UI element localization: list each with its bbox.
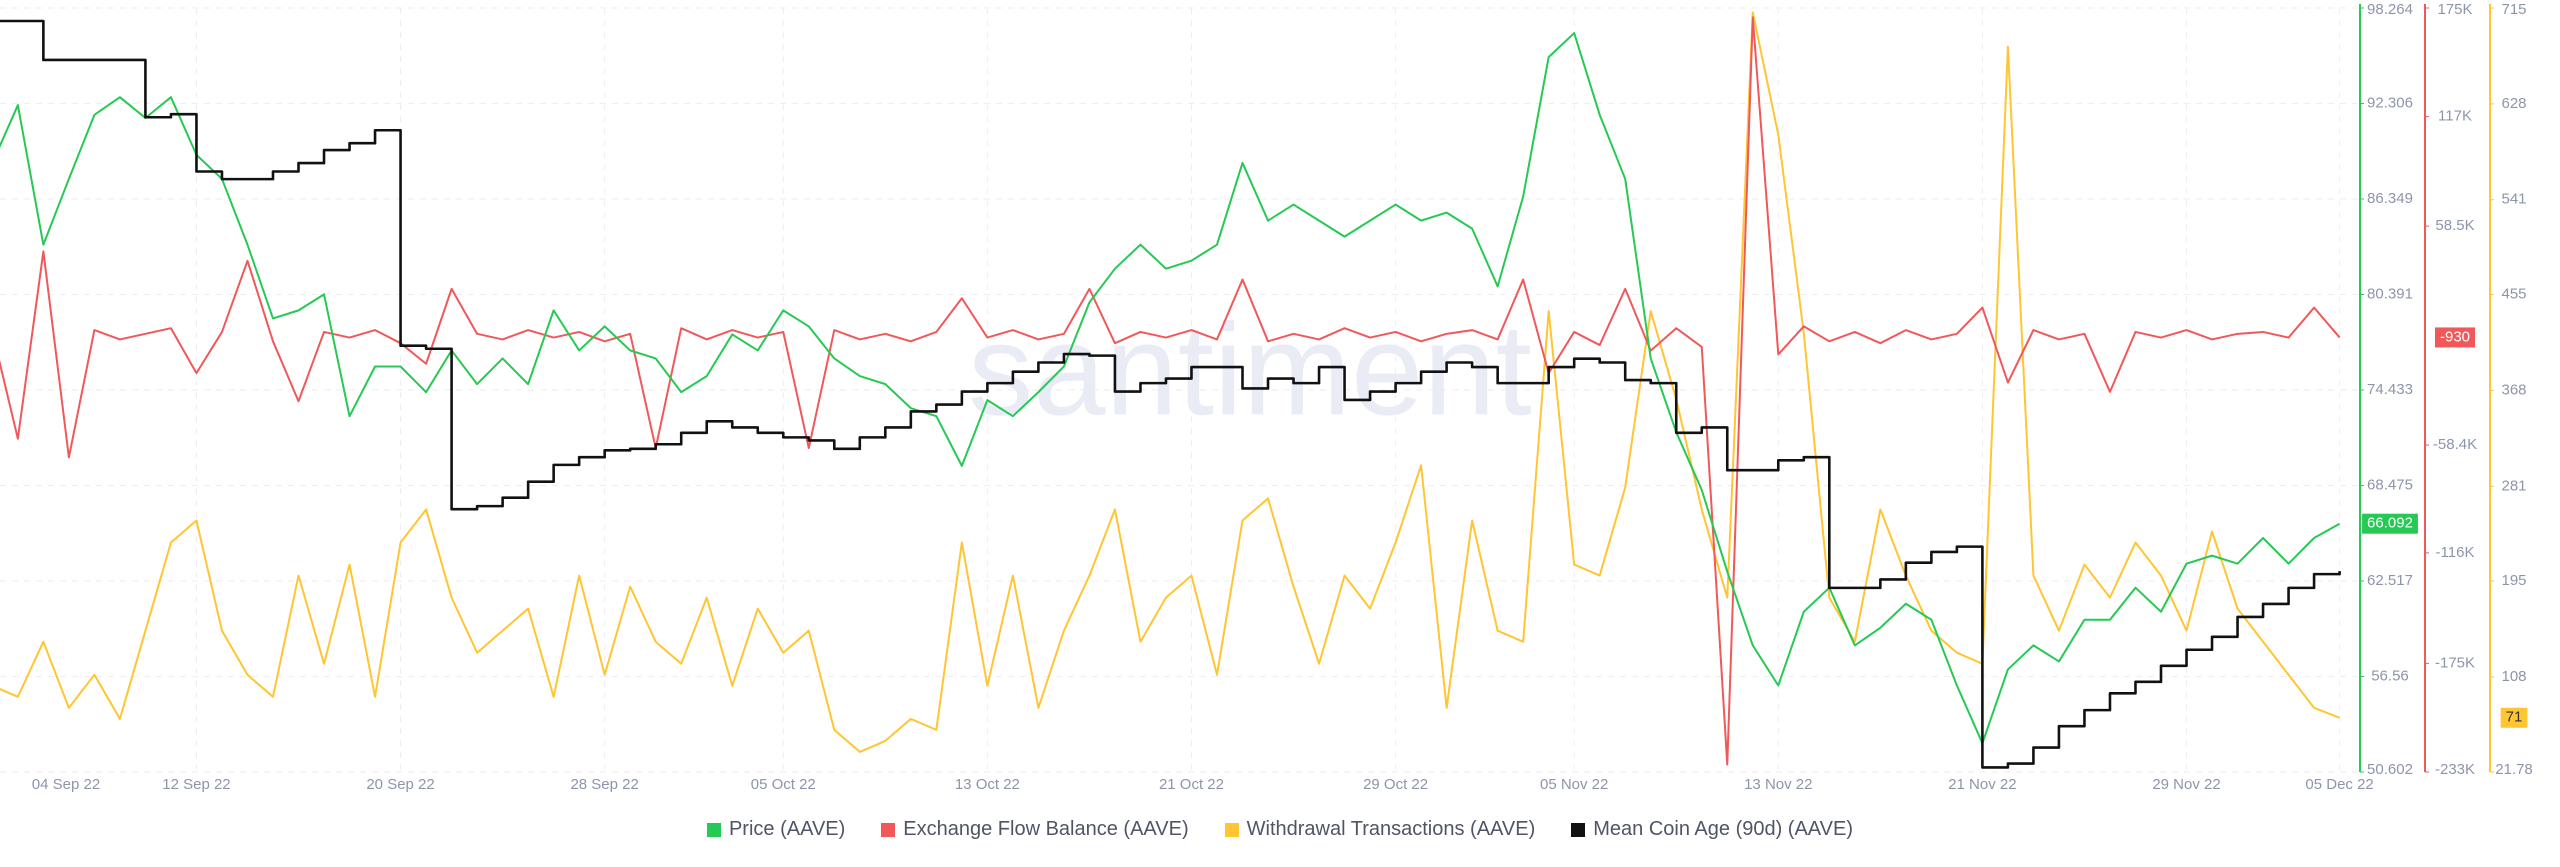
x-tick-label: 21 Nov 22 (1948, 776, 2016, 793)
legend-item: Mean Coin Age (90d) (AAVE) (1571, 818, 1853, 841)
x-tick-label: 20 Sep 22 (366, 776, 434, 793)
y-tick-label: 715 (2501, 1, 2526, 18)
chart: santiment 04 Sep 22 12 Sep 22 20 Sep 22 28 … (0, 1, 2533, 793)
legend-item: Price (AAVE) (706, 818, 846, 841)
series-line (0, 32, 2341, 745)
y-tick-label: 86.349 (2367, 190, 2413, 207)
x-tick-label: 29 Nov 22 (2152, 776, 2220, 793)
y-tick-label: 92.306 (2367, 94, 2413, 111)
y-tick-label: -233K (2435, 761, 2475, 778)
legend-swatch (706, 822, 721, 837)
y-tick-label: 56.56 (2371, 667, 2409, 684)
y-tick-label: 175K (2437, 1, 2472, 18)
series-line (0, 16, 2341, 766)
y-tick-label: 195 (2501, 572, 2526, 589)
y-tick-label: 80.391 (2367, 285, 2413, 302)
x-tick-label: 13 Oct 22 (955, 776, 1020, 793)
y-tick-label: 368 (2501, 381, 2526, 398)
legend-item: Withdrawal Transactions (AAVE) (1224, 818, 1536, 841)
y-tick-label: -175K (2435, 654, 2475, 671)
y-tick-label: -58.4K (2433, 436, 2477, 453)
y-tick-label: 21.78 (2495, 761, 2533, 778)
value-label: -930 (2440, 328, 2470, 345)
value-label: 66.092 (2367, 515, 2413, 532)
x-tick-label: 04 Sep 22 (32, 776, 100, 793)
plot-area (0, 11, 2341, 769)
value-badge (2362, 513, 2418, 534)
x-tick-label: 12 Sep 22 (162, 776, 230, 793)
y-tick-label: 108 (2501, 668, 2526, 685)
y-tick-label: 281 (2501, 477, 2526, 494)
y-tick-label: 455 (2501, 286, 2526, 303)
y-tick-label: 74.433 (2367, 381, 2413, 398)
legend-label: Price (AAVE) (728, 818, 846, 840)
legend-label: Withdrawal Transactions (AAVE) (1246, 818, 1536, 840)
legend-swatch (1224, 822, 1239, 837)
y-tick-label: 98.264 (2367, 1, 2413, 18)
legend-label: Exchange Flow Balance (AAVE) (903, 818, 1189, 840)
value-badge (2434, 327, 2476, 348)
x-tick-label: 13 Nov 22 (1744, 776, 1812, 793)
x-tick-label: 05 Dec 22 (2305, 776, 2373, 793)
legend: Price (AAVE) Exchange Flow Balance (AAVE)… (0, 818, 2560, 841)
value-label: 71 (2506, 709, 2523, 726)
y-tick-label: 541 (2501, 191, 2526, 208)
y-tick-label: 58.5K (2435, 217, 2474, 234)
series-line (0, 11, 2340, 753)
y-tick-label: 628 (2501, 95, 2526, 112)
x-tick-label: 21 Oct 22 (1159, 776, 1224, 793)
x-tick-label: 28 Sep 22 (570, 776, 638, 793)
x-tick-label: 29 Oct 22 (1363, 776, 1428, 793)
legend-swatch (881, 822, 896, 837)
x-tick-label: 05 Oct 22 (751, 776, 816, 793)
legend-label: Mean Coin Age (90d) (AAVE) (1593, 818, 1854, 840)
y-tick-label: 62.517 (2367, 572, 2413, 589)
value-badge (2500, 707, 2528, 728)
y-tick-label: 117K (2438, 108, 2472, 125)
legend-swatch (1571, 822, 1586, 837)
y-tick-label: 68.475 (2367, 476, 2413, 493)
series-line (0, 19, 2341, 769)
y-tick-label: 50.602 (2367, 761, 2413, 778)
legend-item: Exchange Flow Balance (AAVE) (881, 818, 1189, 841)
x-tick-label: 05 Nov 22 (1540, 776, 1608, 793)
y-tick-label: -116K (2436, 544, 2475, 561)
